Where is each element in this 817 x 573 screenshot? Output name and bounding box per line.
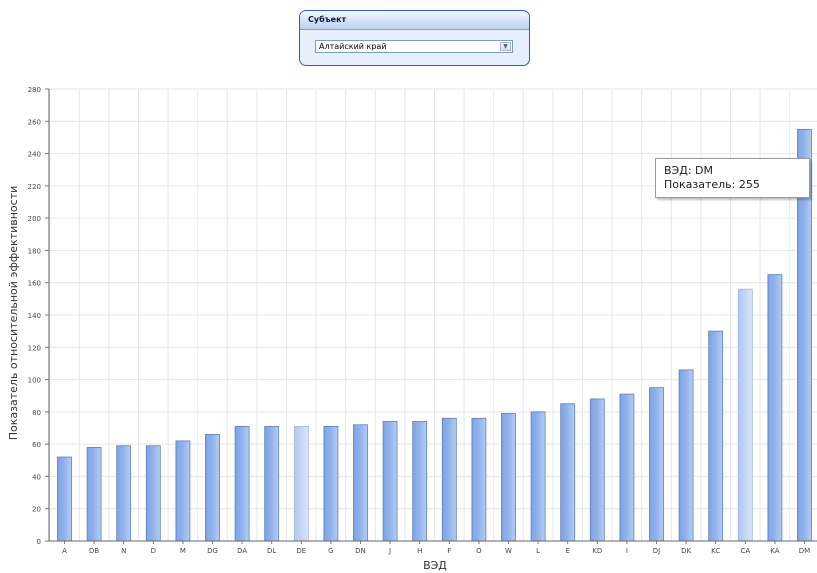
bar-H[interactable]: [412, 421, 428, 542]
tooltip-line-value: Показатель: 255: [664, 178, 760, 191]
y-tick-label: 60: [32, 441, 41, 449]
bar-DE[interactable]: [293, 425, 309, 542]
y-tick-label: 0: [37, 538, 41, 546]
bar-F[interactable]: [441, 417, 457, 542]
x-tick-label: D: [151, 547, 156, 555]
x-tick-label: DB: [89, 547, 99, 555]
bar-DG[interactable]: [205, 434, 220, 542]
axes: [45, 88, 817, 544]
x-tick-label: DA: [237, 547, 247, 555]
x-tick-label: G: [328, 547, 333, 555]
bar-N[interactable]: [116, 445, 132, 542]
bar-A[interactable]: [57, 456, 72, 542]
y-axis-label: Показатель относительной эффективности: [7, 186, 20, 441]
x-tick-label: W: [505, 547, 512, 555]
x-axis-label: ВЭД: [423, 559, 447, 572]
x-tick-label: I: [626, 547, 628, 555]
y-tick-label: 120: [28, 344, 41, 352]
bars: [57, 128, 812, 542]
x-tick-label: KD: [592, 547, 602, 555]
bar-I[interactable]: [619, 393, 635, 542]
y-tick-label: 240: [28, 151, 41, 159]
bar-J[interactable]: [382, 421, 398, 542]
subject-filter-title: Субъект: [300, 11, 529, 30]
x-tick-label: L: [536, 547, 540, 555]
y-tick-label: 20: [32, 506, 41, 514]
bar-KA[interactable]: [767, 274, 783, 542]
bar-DA[interactable]: [234, 425, 250, 542]
x-tick-label: DL: [267, 547, 276, 555]
x-tick-label: CA: [740, 547, 750, 555]
bar-DL[interactable]: [264, 425, 280, 542]
y-tick-label: 280: [28, 86, 41, 94]
bar-DB[interactable]: [86, 446, 102, 542]
x-tick-label: J: [388, 547, 391, 555]
chevron-down-icon[interactable]: ▼: [500, 42, 511, 51]
bar-DJ[interactable]: [649, 387, 664, 542]
y-tick-label: 100: [28, 377, 41, 385]
bar-DK[interactable]: [678, 369, 694, 542]
x-tick-label: DE: [296, 547, 306, 555]
x-tick-label: KA: [770, 547, 779, 555]
subject-select-value: Алтайский край: [319, 42, 387, 51]
grid-lines: [49, 88, 817, 541]
y-tick-label: 200: [28, 215, 41, 223]
y-tick-label: 180: [28, 247, 41, 255]
bar-D[interactable]: [145, 445, 161, 542]
bar-DN[interactable]: [353, 424, 368, 542]
bar-tooltip: ВЭД: DM Показатель: 255: [655, 158, 810, 198]
x-tick-label: DM: [799, 547, 810, 555]
x-tick-label: DJ: [653, 547, 660, 555]
bar-KD[interactable]: [589, 398, 605, 542]
bar-CA[interactable]: [737, 288, 753, 542]
x-tick-label: M: [180, 547, 186, 555]
y-tick-label: 80: [32, 409, 41, 417]
x-tick-label: KC: [711, 547, 720, 555]
y-tick-label: 160: [28, 280, 41, 288]
x-tick-label: E: [565, 547, 569, 555]
bar-M[interactable]: [175, 440, 191, 542]
tooltip-line-category: ВЭД: DM: [664, 164, 713, 177]
bar-L[interactable]: [530, 411, 546, 542]
x-tick-label: DK: [681, 547, 691, 555]
subject-filter-panel: Субъект Алтайский край ▼: [299, 10, 530, 66]
x-tick-label: DN: [355, 547, 366, 555]
x-tick-label: DG: [207, 547, 218, 555]
bar-E[interactable]: [560, 403, 576, 542]
bar-G[interactable]: [323, 425, 339, 542]
y-tick-label: 140: [28, 312, 41, 320]
x-tick-labels: A DB N D M DG DA DL DE G DN J H F O W L E KD I DJ DK KC CA KA DM: [62, 547, 810, 555]
y-tick-label: 260: [28, 118, 41, 126]
x-tick-label: O: [476, 547, 482, 555]
bar-O[interactable]: [471, 417, 487, 542]
y-tick-labels: 0 20 40 60 80 100 120 140 160 180 200 220 240 260 280: [28, 86, 41, 546]
bar-W[interactable]: [501, 413, 516, 542]
x-tick-label: A: [62, 547, 67, 555]
bar-KC[interactable]: [708, 330, 724, 542]
x-tick-label: N: [121, 547, 126, 555]
y-tick-label: 40: [32, 473, 41, 481]
x-tick-label: F: [447, 547, 451, 555]
x-tick-label: H: [417, 547, 422, 555]
subject-select[interactable]: Алтайский край ▼: [315, 40, 513, 53]
y-tick-label: 220: [28, 183, 41, 191]
